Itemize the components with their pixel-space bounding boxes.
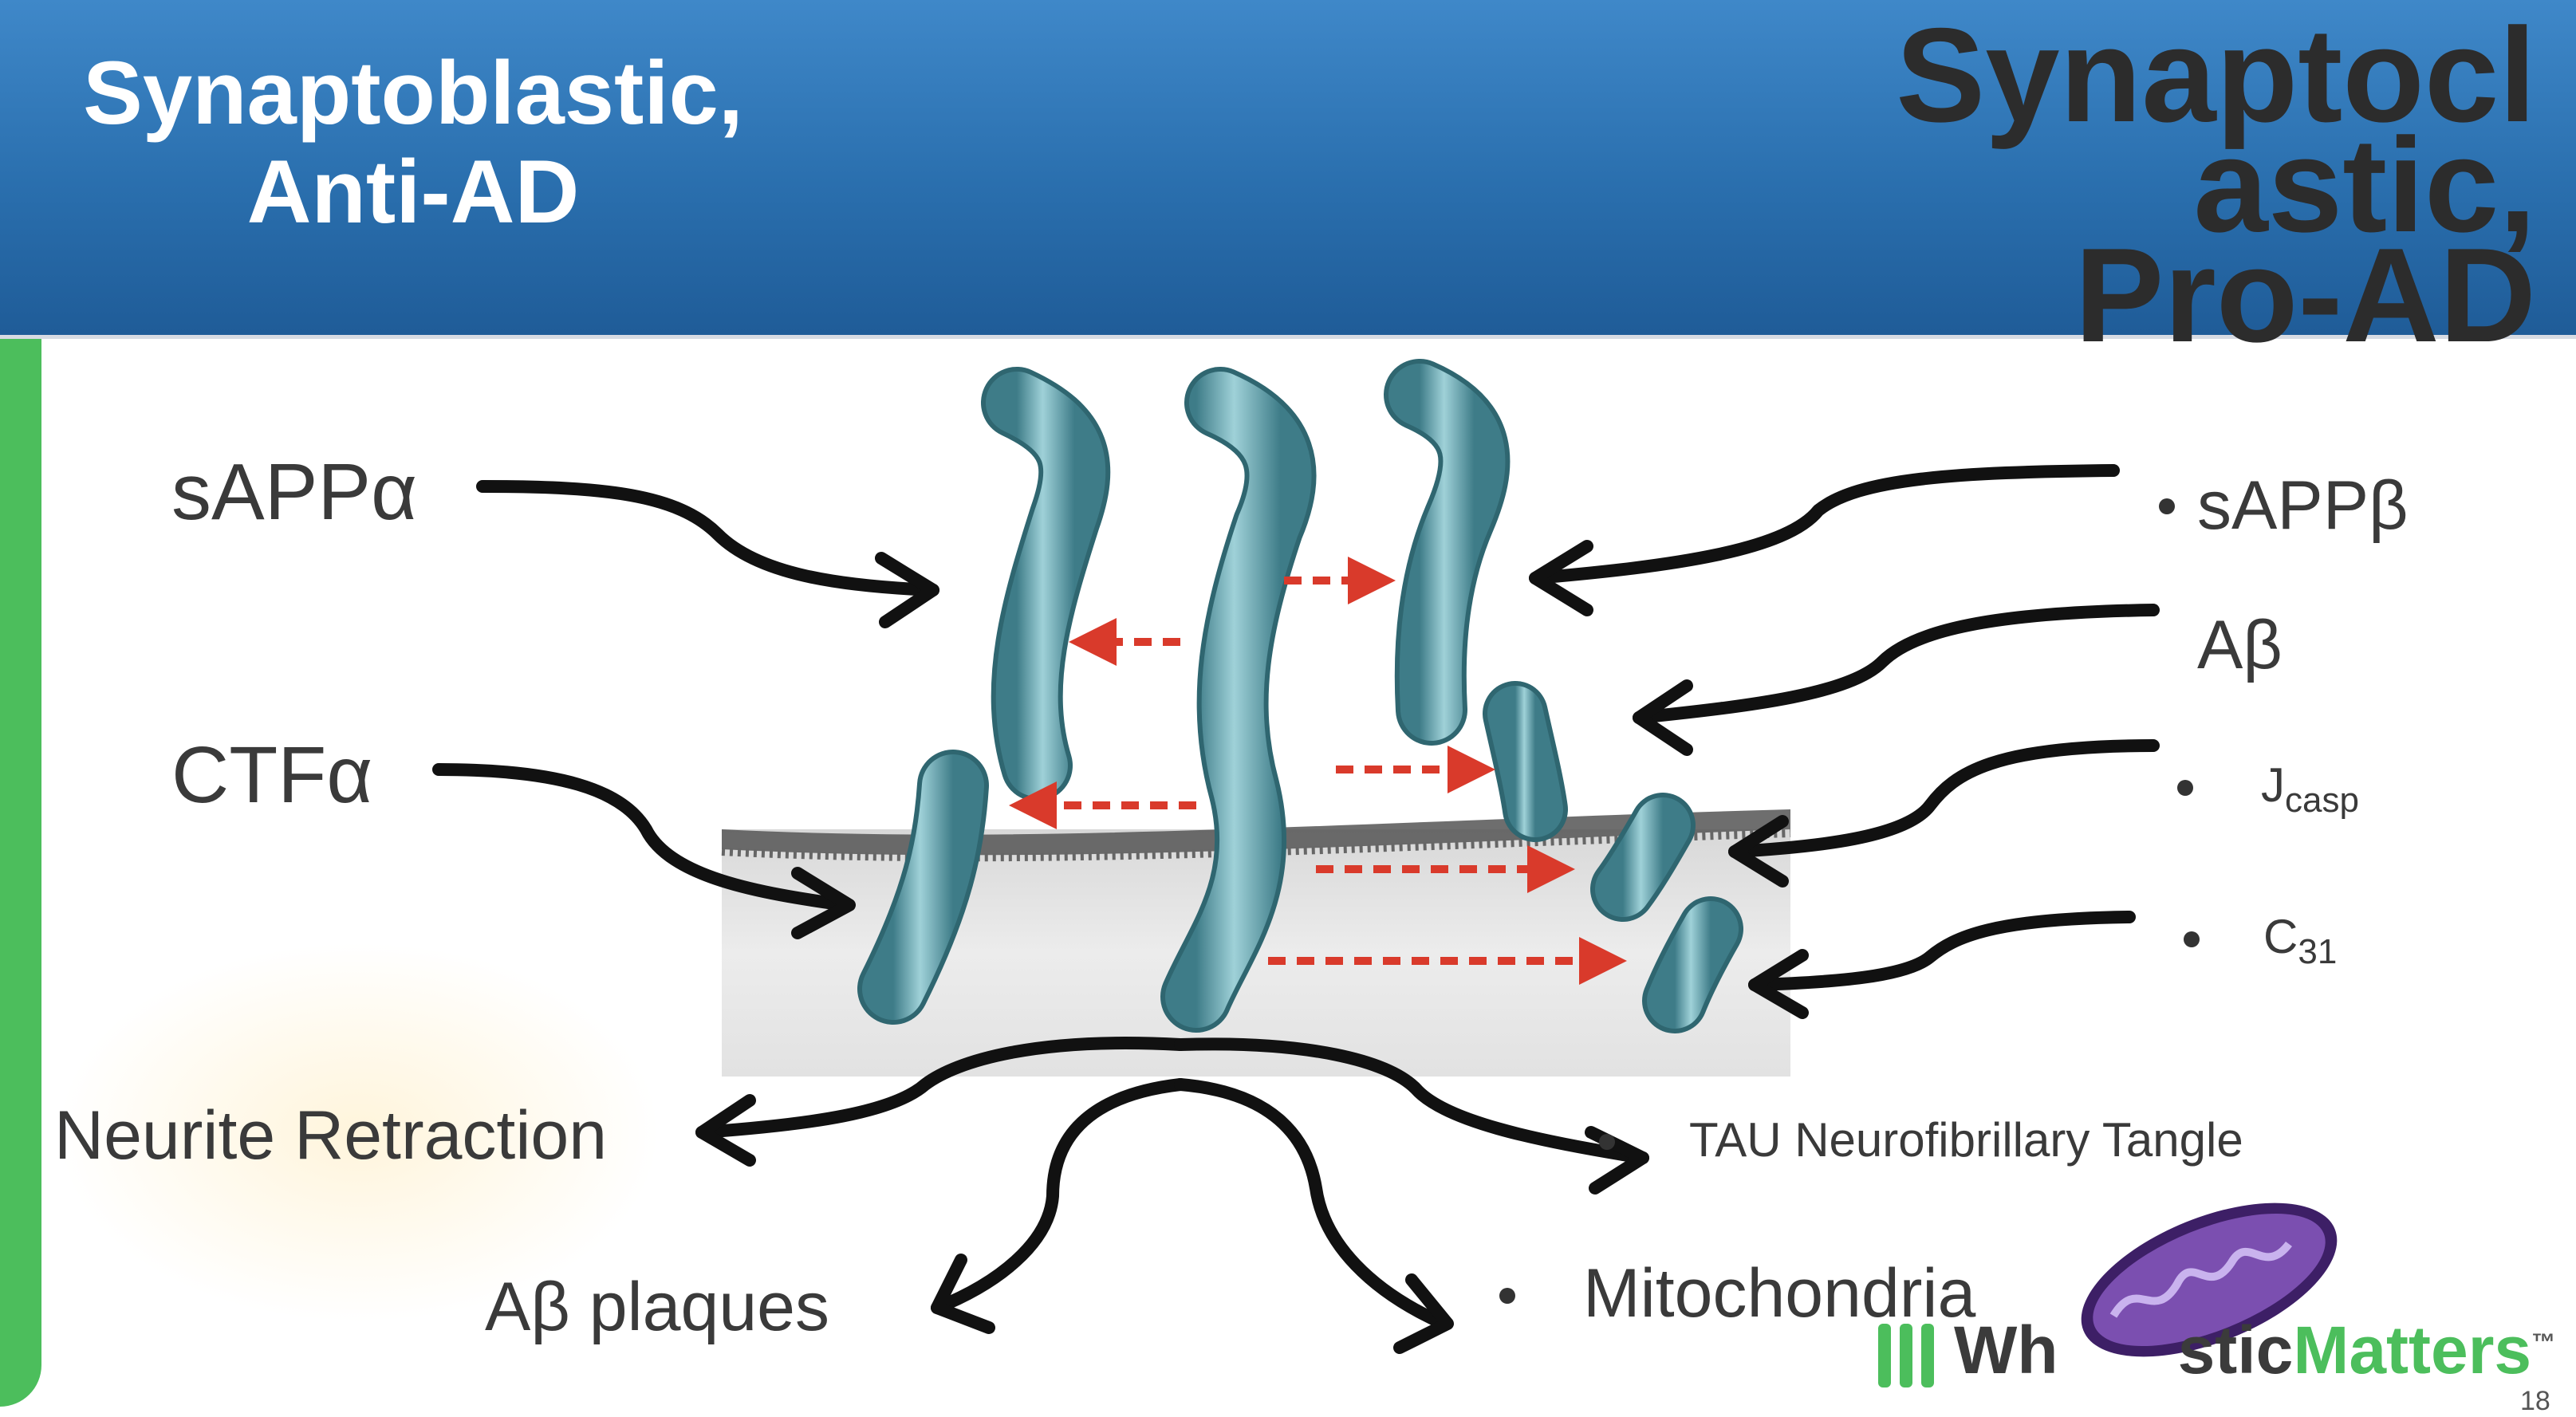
tube-3 — [1384, 359, 1511, 746]
wholistic-matters-logo: Wh sticMatters™ — [1874, 1312, 2555, 1389]
arrow-c31 — [1748, 911, 2136, 1019]
logo-trademark: ™ — [2531, 1329, 2556, 1356]
arrow-ctfa — [432, 763, 856, 939]
label-sappa: sAPPα — [171, 447, 417, 537]
tube-abeta-fragment — [1483, 681, 1568, 842]
arrow-neurite-retraction — [695, 1037, 1187, 1167]
right-title-line3: Pro-AD — [2074, 220, 2536, 370]
label-ctfa: CTFα — [171, 730, 373, 820]
bullet-dot — [2177, 780, 2193, 796]
neuron-background-image — [56, 941, 662, 1324]
label-c31-base: C — [2263, 910, 2298, 963]
bullet-dot — [2184, 931, 2200, 947]
wholistic-matters-logo-mark — [1878, 1324, 1934, 1387]
label-c31: C31 — [2263, 909, 2337, 972]
right-title: Synaptocl astic, Pro-AD — [1739, 0, 2536, 370]
label-tau: TAU Neurofibrillary Tangle — [1689, 1113, 2243, 1167]
protein-tubes — [857, 359, 1743, 1033]
label-jcasp-subscript: casp — [2285, 781, 2359, 820]
left-title: Synaptoblastic, Anti-AD — [14, 44, 812, 242]
arrow-abeta — [1633, 604, 2160, 756]
label-abeta-plaques: Aβ plaques — [485, 1269, 829, 1345]
left-title-line1: Synaptoblastic, — [83, 43, 743, 143]
logo-text-part3: Matters — [2293, 1313, 2532, 1387]
title-banner: Synaptoblastic, Anti-AD Synaptocl astic,… — [0, 0, 2576, 362]
label-jcasp: Jcasp — [2261, 758, 2359, 821]
left-title-line2: Anti-AD — [246, 142, 580, 242]
arrow-mitochondria — [1174, 1078, 1454, 1354]
logo-text-part1: Wh — [1954, 1313, 2058, 1387]
cleavage-arrows — [1009, 557, 1627, 985]
tube-c31-fragment — [1642, 896, 1743, 1033]
label-jcasp-base: J — [2261, 758, 2285, 812]
label-abeta: Aβ — [2197, 607, 2283, 683]
right-title-line1: Synaptocl — [1896, 0, 2536, 150]
label-sappb: sAPPβ — [2197, 467, 2409, 544]
green-side-bar — [0, 339, 41, 1407]
page-number: 18 — [2520, 1386, 2550, 1416]
tube-2 — [1160, 367, 1317, 1033]
label-c31-subscript: 31 — [2298, 932, 2338, 971]
label-neurite-retraction: Neurite Retraction — [54, 1097, 608, 1174]
bullet-dot — [1599, 1134, 1615, 1150]
arrow-tau — [1174, 1037, 1649, 1195]
arrow-sappb — [1529, 464, 2120, 616]
mitochondrion-image — [2081, 1202, 2338, 1357]
right-title-line2: astic, — [2193, 110, 2536, 260]
tube-ctf-alpha — [857, 750, 989, 1025]
bullet-dot — [1499, 1288, 1515, 1304]
logo-text-part2: stic — [2177, 1313, 2294, 1387]
arrow-abeta-plaques — [931, 1078, 1187, 1334]
arrow-jcasp — [1728, 739, 2160, 888]
tube-1 — [981, 367, 1111, 801]
membrane-dotted-layer — [721, 829, 1791, 862]
label-mitochondria: Mitochondria — [1583, 1255, 1976, 1332]
tube-jcasp-fragment — [1590, 793, 1696, 922]
arrow-sappa — [476, 480, 939, 628]
pointer-arrows — [432, 464, 2160, 1354]
bullet-dot — [2159, 498, 2175, 514]
